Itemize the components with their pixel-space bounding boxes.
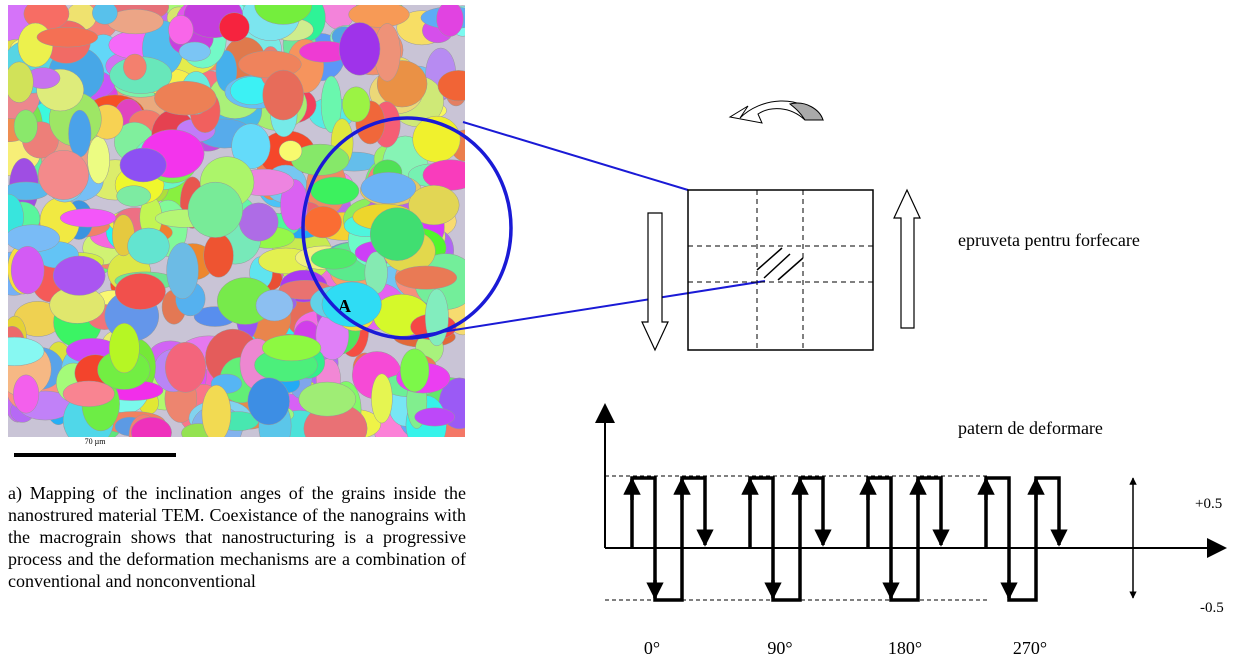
grain — [109, 323, 139, 373]
grain — [371, 374, 392, 423]
grain — [14, 110, 37, 143]
angle-label: 0° — [644, 638, 660, 658]
angle-label: 180° — [888, 638, 922, 658]
grain — [438, 70, 479, 101]
angle-label: 270° — [1013, 638, 1047, 658]
grain — [370, 208, 424, 261]
grain — [38, 150, 88, 199]
grain — [63, 381, 114, 407]
deformation-pattern — [605, 405, 1225, 600]
grain — [53, 256, 105, 295]
grain — [415, 408, 455, 426]
grain — [339, 22, 380, 75]
level-label: -0.5 — [1200, 600, 1224, 616]
grain — [437, 1, 464, 36]
angle-label: 90° — [767, 638, 792, 658]
micrograph — [0, 0, 489, 460]
grain — [92, 2, 117, 25]
grain — [37, 27, 98, 47]
grain — [88, 136, 110, 183]
grain — [115, 273, 165, 309]
scale-label: 70 µm — [85, 437, 107, 446]
pattern-title: patern de deformare — [958, 418, 1103, 438]
pulse — [868, 478, 941, 600]
grain — [165, 342, 206, 392]
grain — [60, 209, 116, 227]
grain — [11, 246, 44, 294]
pulse — [986, 478, 1059, 600]
specimen — [642, 190, 920, 350]
scale-strip — [8, 437, 465, 462]
grain — [361, 172, 416, 203]
grain — [128, 228, 170, 264]
grain — [154, 81, 216, 115]
grain — [188, 182, 243, 237]
grain — [120, 148, 166, 182]
pulse — [750, 478, 823, 600]
pulse — [632, 478, 705, 600]
grain — [168, 15, 193, 44]
grain — [400, 349, 429, 392]
grain — [202, 385, 231, 442]
grain — [167, 243, 199, 299]
grain — [179, 42, 211, 61]
grain — [69, 110, 92, 157]
grain — [262, 335, 321, 361]
grain — [239, 203, 278, 241]
grain — [204, 234, 234, 278]
page: 70 µm A epruveta pentru forfecare patern… — [0, 0, 1252, 660]
grain — [256, 290, 293, 321]
grain — [304, 206, 341, 238]
grain — [248, 378, 290, 425]
grain — [342, 87, 370, 122]
grain — [395, 266, 457, 289]
grain — [311, 248, 357, 269]
specimen-label: epruveta pentru forfecare — [958, 230, 1140, 250]
level-label: +0.5 — [1195, 496, 1222, 512]
caption: a) Mapping of the inclination anges of t… — [8, 482, 466, 592]
grain — [5, 62, 33, 103]
grain — [299, 382, 356, 416]
grain — [219, 13, 249, 42]
zoom-line — [463, 122, 688, 190]
grain — [117, 186, 151, 207]
grain — [123, 54, 146, 80]
grain — [13, 375, 39, 413]
grain — [263, 70, 304, 120]
grain — [279, 141, 302, 162]
grain — [311, 177, 359, 205]
